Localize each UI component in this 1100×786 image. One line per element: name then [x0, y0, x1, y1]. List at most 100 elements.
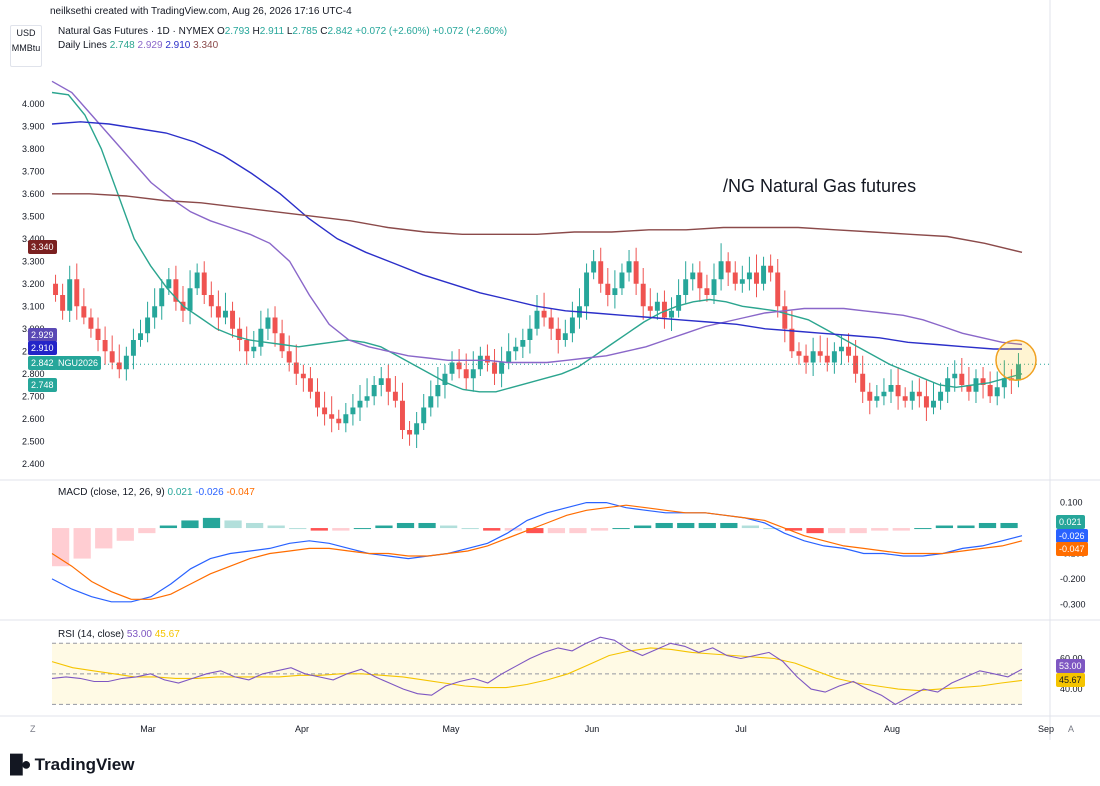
candle-body — [506, 351, 512, 363]
candle-body — [909, 391, 915, 401]
macd-hist-bar — [547, 528, 566, 534]
macd-hist-bar — [461, 528, 479, 530]
candle-body — [1001, 378, 1007, 388]
candle-body — [53, 283, 59, 295]
candle-body — [102, 340, 108, 352]
badge-last-price: 2.842 — [28, 356, 57, 370]
macd-hist-bar — [181, 520, 199, 529]
brand-name: TradingView — [34, 754, 135, 774]
unit-label: MMBtu — [11, 43, 41, 53]
candle-body — [817, 351, 823, 356]
macd-hist-bar — [698, 522, 716, 529]
candle-body — [208, 295, 214, 307]
candle-body — [718, 261, 724, 280]
unit-selector[interactable]: USD MMBtu — [10, 25, 42, 67]
symbol-legend[interactable]: Natural Gas Futures · 1D · NYMEX O2.793 … — [58, 26, 507, 37]
candle-body — [385, 378, 391, 392]
macd-hist-bar — [849, 528, 867, 534]
candle-body — [605, 283, 611, 295]
time-tick-label: Jun — [585, 724, 600, 734]
price-tick-label: 3.100 — [22, 301, 45, 311]
candle-body — [95, 328, 101, 340]
candle-body — [661, 301, 667, 318]
candle-body — [916, 391, 922, 397]
candle-body — [966, 385, 972, 392]
macd-hist-bar — [763, 528, 781, 530]
line-value-2: 2.929 — [137, 40, 163, 51]
candle-body — [399, 400, 405, 430]
candle-body — [477, 355, 483, 370]
ohlc-change-2: +0.072 (+2.60%) — [432, 26, 508, 37]
macd-hist-bar — [440, 525, 458, 529]
candle-body — [902, 396, 908, 401]
macd-hist-bar — [935, 525, 954, 529]
candle-body — [88, 317, 94, 329]
line-value-1: 2.748 — [109, 40, 135, 51]
badge-ma-20: 2.748 — [28, 378, 57, 392]
candle-body — [293, 362, 299, 374]
auto-scale-button[interactable]: A — [1068, 724, 1075, 734]
candle-body — [159, 288, 165, 307]
candle-body — [838, 346, 844, 352]
candle-body — [888, 385, 894, 392]
candle-body — [860, 373, 866, 392]
badge-macd-signal: -0.047 — [1056, 542, 1088, 556]
candle-body — [640, 283, 646, 307]
candle-body — [329, 414, 335, 419]
line-value-4: 3.340 — [193, 40, 219, 51]
candle-body — [513, 346, 519, 352]
candle-body — [315, 391, 320, 408]
candle-body — [789, 328, 795, 352]
macd-tick-label: -0.200 — [1060, 574, 1086, 584]
candle-body — [67, 279, 73, 311]
price-tick-label: 3.900 — [22, 121, 45, 131]
candle-body — [463, 369, 469, 379]
daily-lines-label: Daily Lines — [58, 40, 107, 51]
candle-body — [810, 351, 816, 363]
badge-contract: NGU2026 — [55, 356, 102, 370]
candle-body — [307, 378, 313, 392]
line-value-3: 2.910 — [165, 40, 191, 51]
time-tick-label: Jul — [735, 724, 747, 734]
macd-hist-bar — [526, 528, 544, 534]
candle-body — [867, 391, 873, 401]
candle-body — [520, 340, 526, 347]
candle-body — [555, 328, 561, 340]
rsi-legend[interactable]: RSI (14, close) 53.00 45.67 — [58, 629, 180, 640]
macd-hist-bar — [483, 528, 501, 531]
watermark-text: neilksethi created with TradingView.com,… — [50, 6, 352, 17]
ohlc-l-label: L — [286, 26, 293, 37]
macd-hist-bar — [806, 528, 824, 534]
candle-body — [371, 385, 377, 397]
macd-hist-bar — [914, 528, 932, 530]
macd-legend[interactable]: MACD (close, 12, 26, 9) 0.021 -0.026 -0.… — [58, 487, 255, 498]
candle-body — [527, 328, 533, 340]
candle-body — [739, 279, 745, 284]
candle-body — [874, 396, 880, 401]
daily-lines-legend[interactable]: Daily Lines 2.748 2.929 2.910 3.340 — [58, 40, 218, 51]
candle-body — [704, 288, 710, 295]
candle-body — [414, 423, 420, 435]
candle-body — [782, 306, 788, 329]
price-tick-label: 4.000 — [22, 99, 45, 109]
candle-body — [258, 328, 264, 347]
ma-line-teal — [51, 91, 1023, 393]
candle-body — [626, 261, 632, 273]
ma-line-purple — [51, 80, 1023, 364]
candle-body — [407, 430, 413, 435]
macd-hist-bar — [52, 528, 70, 567]
currency-label: USD — [16, 28, 36, 38]
macd-hist-bar — [418, 522, 436, 529]
candle-body — [923, 396, 929, 408]
candle-body — [598, 261, 604, 284]
timezone-icon[interactable]: Z — [30, 724, 36, 734]
candle-body — [584, 272, 590, 307]
ohlc-high: 2.911 — [259, 26, 285, 37]
macd-hist-bar — [720, 522, 738, 529]
tradingview-logo[interactable]: █● TradingView — [10, 754, 134, 775]
price-tick-label: 3.700 — [22, 166, 45, 176]
time-tick-label: Sep — [1038, 724, 1054, 734]
badge-ma-100: 2.929 — [28, 328, 57, 342]
